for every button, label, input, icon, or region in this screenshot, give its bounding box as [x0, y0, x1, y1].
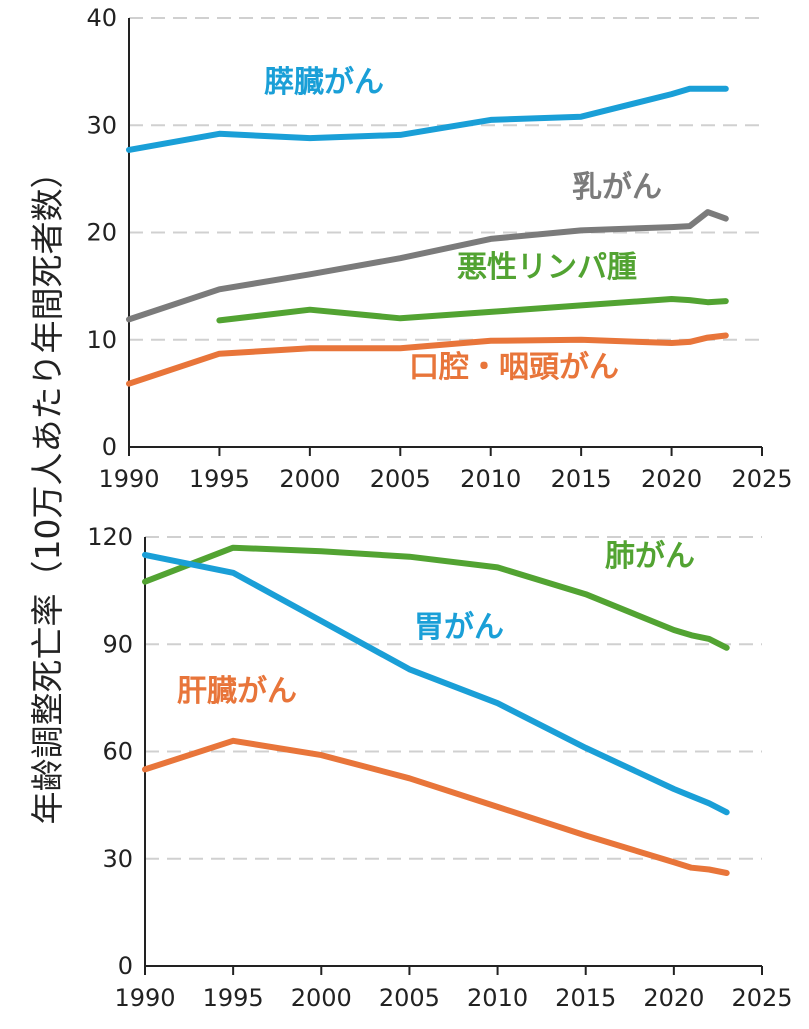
panel-2-x-tick-label: 2015 — [555, 984, 616, 1012]
panel-1-series-line-3 — [216, 296, 729, 324]
panel-1-x-tick-label: 2000 — [279, 465, 340, 493]
panel-1-x-tick-label: 2020 — [641, 465, 702, 493]
panel-1-y-tick-label: 20 — [86, 219, 117, 247]
panel-1-y-tick-label: 10 — [86, 326, 117, 354]
panel-1-series-label-1: 膵臓がん — [264, 65, 384, 100]
panel-1-y-tick-label: 0 — [102, 433, 117, 461]
panel-2-y-tick-label: 0 — [118, 952, 133, 980]
panel-2-x-tick-label: 2000 — [291, 984, 352, 1012]
panel-2-series-label-1: 肺がん — [605, 539, 695, 574]
panel-2-x-tick-label: 2020 — [643, 984, 704, 1012]
panel-2-x-tick-label: 2025 — [731, 984, 792, 1012]
panel-1-series-label-4: 口腔・咽頭がん — [409, 350, 619, 385]
panel-2-x-tick-label: 2010 — [467, 984, 528, 1012]
panel-2-series-line-3 — [142, 737, 730, 876]
panel-1-x-tick-label: 1995 — [189, 465, 250, 493]
panel-1-x-tick-label: 1990 — [98, 465, 159, 493]
panel-1-series-line-4 — [126, 332, 729, 387]
panel-2-y-tick-label: 30 — [102, 845, 133, 873]
panel-1-x-tick-label: 2010 — [460, 465, 521, 493]
panel-2-x-tick-label: 1990 — [114, 984, 175, 1012]
panel-1-y-tick-label: 40 — [86, 4, 117, 32]
panel-1-series-label-3: 悪性リンパ腫 — [457, 250, 637, 285]
panel-2-series-line-2 — [142, 551, 730, 816]
panel-2-x-tick-label: 2005 — [379, 984, 440, 1012]
y-axis-label: 年齢調整死亡率（10万人あたり年間死者数） — [28, 155, 67, 825]
panel-1-y-tick-label: 30 — [86, 111, 117, 139]
panel-1-series-label-2: 乳がん — [572, 170, 662, 205]
panel-2-y-tick-label: 120 — [87, 523, 133, 551]
panel-2-series-label-2: 胃がん — [414, 610, 504, 645]
panel-2-series-line-1 — [142, 544, 730, 651]
panel-1-x-tick-label: 2015 — [551, 465, 612, 493]
panel-2-y-tick-label: 60 — [102, 738, 133, 766]
panel-2-y-tick-label: 90 — [102, 630, 133, 658]
panel-1-x-tick-label: 2025 — [731, 465, 792, 493]
panel-1-series-line-1 — [126, 85, 729, 153]
panel-1-series-line-2 — [126, 209, 729, 323]
panel-2-x-tick-label: 1995 — [203, 984, 264, 1012]
panel-2-series-label-3: 肝臓がん — [177, 674, 297, 709]
panel-1-x-tick-label: 2005 — [370, 465, 431, 493]
